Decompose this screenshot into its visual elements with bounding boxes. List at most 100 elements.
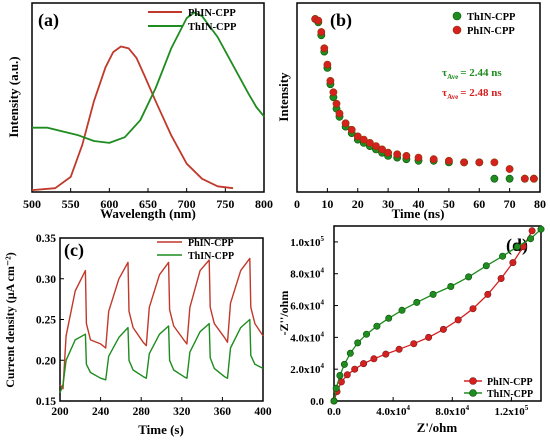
data-point (351, 365, 359, 373)
data-point (353, 132, 362, 141)
panel-a: (a) 500 550 600 650 700 750 800 Wavelength (nm… (6, 2, 273, 221)
data-point (340, 360, 348, 368)
data-point (439, 325, 447, 333)
x-tick-label: 40 (413, 197, 425, 211)
data-point (509, 259, 517, 267)
y-tick-label: 8.0x104 (290, 267, 324, 281)
data-point (332, 384, 340, 392)
data-point (384, 148, 392, 157)
data-point (513, 243, 521, 251)
data-point (359, 135, 368, 144)
y-tick-label: 0.25 (36, 315, 56, 327)
series-line-1 (32, 11, 265, 144)
panel-c-legend: PhIN-CPP ThIN-CPP (157, 238, 234, 262)
legend-label: ThIN-CPP (487, 389, 533, 400)
data-point (326, 77, 335, 85)
panel-c-frame (59, 237, 264, 402)
data-point (429, 155, 438, 164)
legend-label: ThIN-CPP (188, 251, 234, 262)
data-point (362, 330, 370, 338)
data-point (323, 60, 332, 69)
data-point (475, 158, 484, 167)
data-point (335, 109, 344, 118)
x-tick-label: 20 (352, 197, 364, 211)
panel-c-xlabel: Time (s) (138, 422, 184, 437)
data-point (395, 345, 403, 353)
y-tick-label: 0.30 (36, 274, 56, 286)
panel-b-label: (b) (330, 10, 352, 31)
data-point (393, 150, 402, 159)
x-tick-label: 0.0 (327, 406, 341, 418)
x-tick-label: 750 (216, 197, 234, 211)
data-point (528, 227, 536, 235)
tau-thin: τAve = 2.44 ns (442, 67, 502, 81)
data-point (490, 158, 499, 167)
panel-b-xlabel: Time (ns) (392, 206, 445, 221)
panel-b: (b) 0 10 20 30 40 50 60 70 80 Time (ns) Intensit… (276, 2, 546, 221)
y-tick-label: 0.15 (36, 396, 56, 408)
data-point (329, 88, 338, 97)
data-point (385, 314, 393, 322)
data-point (398, 306, 406, 314)
x-tick-label: 70 (504, 197, 516, 211)
x-tick-label: 400 (254, 406, 272, 418)
data-point (360, 360, 368, 368)
legend-label: PhIN-CPP (487, 377, 533, 388)
data-point (460, 158, 468, 167)
x-tick-label: 280 (133, 406, 151, 418)
panel-d-xlabel: Z'/ohm (417, 420, 458, 435)
y-tick-label: 2.0x104 (290, 362, 324, 376)
data-point (499, 252, 507, 260)
data-point (365, 138, 374, 147)
panel-c: (c) 200 240 280 320 360 400 0.15 0.20 0.25 0.30 0… (3, 233, 272, 437)
legend-label: PhIN-CPP (188, 238, 234, 249)
data-point (320, 44, 329, 53)
data-point (343, 371, 351, 379)
x-tick-label: 8.0x104 (435, 404, 469, 418)
panel-c-label: (c) (64, 240, 84, 261)
data-point (373, 322, 381, 330)
data-point (454, 316, 462, 324)
data-point (372, 142, 380, 150)
panel-b-annotations: τAve = 2.44 ns τAve = 2.48 ns (442, 67, 502, 101)
data-point (484, 290, 492, 298)
data-point (482, 262, 490, 270)
panel-d-ylabel: -Z''/ohm (277, 291, 291, 336)
x-tick-label: 80 (534, 197, 546, 211)
y-tick-label: 4.0x104 (290, 330, 324, 344)
data-point (447, 282, 455, 290)
panel-c-ylabel: Current density (μA cm⁻²) (3, 252, 17, 388)
x-tick-label: 360 (214, 406, 232, 418)
data-point (382, 350, 390, 358)
legend-label: ThIN-CPP (188, 22, 237, 33)
data-point (537, 225, 545, 233)
x-tick-label: 4.0x104 (376, 404, 410, 418)
data-point (490, 174, 499, 183)
panel-d-legend: PhIN-CPP ThIN-CPP (464, 377, 533, 400)
panel-a-ylabel: Intensity (a.u.) (6, 56, 21, 137)
panel-b-legend: ThIN-CPP PhIN-CPP (452, 11, 516, 37)
data-point (414, 153, 423, 162)
tau-phin: τAve = 2.48 ns (442, 87, 502, 101)
data-point (527, 235, 535, 243)
data-point (413, 298, 421, 306)
data-point (317, 28, 326, 36)
y-tick-label: 0.20 (36, 355, 56, 367)
x-tick-label: 600 (100, 197, 118, 211)
data-point (332, 99, 341, 108)
data-point (505, 165, 514, 173)
data-point (402, 151, 411, 160)
y-tick-label: 6.0x104 (290, 299, 324, 313)
data-point (336, 371, 344, 379)
data-point (469, 305, 477, 313)
data-point (354, 339, 362, 347)
panel-d-frame (333, 225, 542, 402)
x-tick-label: 50 (443, 197, 455, 211)
x-tick-label: 1.2x105 (495, 404, 529, 418)
data-point (378, 145, 386, 154)
data-point (520, 174, 529, 183)
legend-label: ThIN-CPP (467, 12, 516, 23)
panel-a-legend: PhIN-CPP ThIN-CPP (148, 8, 237, 33)
data-point (505, 174, 514, 183)
